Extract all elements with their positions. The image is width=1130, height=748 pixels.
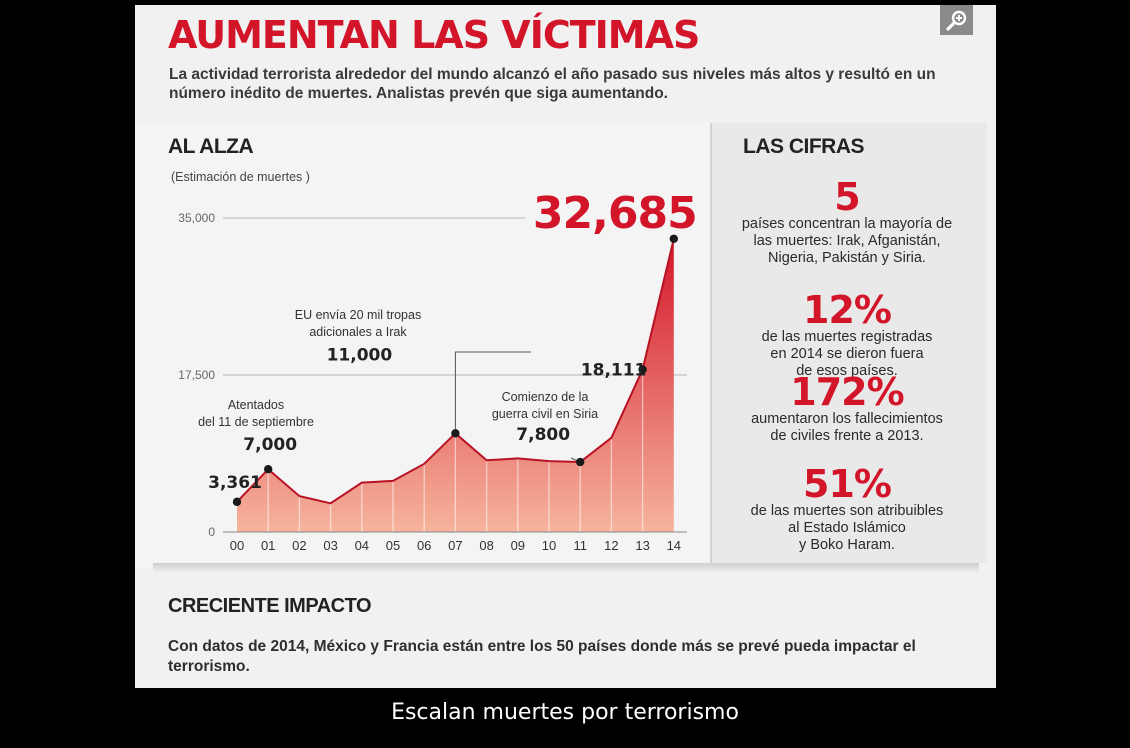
chart-subtitle: (Estimación de muertes ) [171,170,310,184]
data-point [264,465,273,474]
facts-title: LAS CIFRAS [743,135,865,158]
data-label: 3,361 [208,473,262,493]
annotation-line: EU envía 20 mil tropas [295,308,421,322]
x-tick-label: 07 [448,538,462,553]
fact-text-line: las muertes: Irak, Afganistán, [753,233,941,249]
annotation-line: Atentados [228,398,284,412]
page-subtitle: La actividad terrorista alrededor del mu… [169,66,936,102]
impact-title: CRECIENTE IMPACTO [168,595,372,617]
data-point [638,365,647,374]
fact-text-line: países concentran la mayoría de [741,216,953,232]
annotation-line: del 11 de septiembre [198,415,314,429]
x-tick-label: 02 [292,538,306,553]
fact-value: 5 [834,175,860,219]
fact-text-line: de esos países. [796,363,898,379]
annotation-line: adicionales a Irak [309,325,407,339]
y-tick-label: 17,500 [178,368,215,382]
x-tick-label: 05 [386,538,400,553]
fact-item: 5 países concentran la mayoría de las muer… [712,178,982,267]
area-chart-svg: AL ALZA (Estimación de muertes ) 0 17,500 35… [168,135,698,553]
fact-value: 51% [803,462,892,506]
fact-text-line: aumentaron los fallecimientos [751,411,943,427]
deaths-chart: AL ALZA (Estimación de muertes ) 0 17,500 35… [135,123,710,568]
fact-item: 12% de las muertes registradas en 2014 se … [712,291,982,380]
x-tick-label: 11 [573,538,587,553]
x-tick-label: 12 [604,538,618,553]
annotation-line: guerra civil en Siria [492,407,598,421]
x-tick-label: 08 [479,538,493,553]
data-label: 32,685 [533,188,697,239]
fact-text-line: Nigeria, Pakistán y Siria. [768,250,926,266]
chart-title: AL ALZA [168,135,253,158]
facts-panel: LAS CIFRAS 5 países concentran la mayoría… [710,123,987,563]
fact-text-line: de las muertes registradas [761,329,933,345]
x-tick-label: 01 [261,538,275,553]
fact-text-line: de las muertes son atribuibles [750,503,944,519]
data-label: 11,000 [327,345,393,365]
data-point [576,457,585,467]
zoom-in-icon [945,10,966,31]
x-tick-label: 06 [417,538,431,553]
y-tick-label: 0 [208,525,215,539]
impact-body: Con datos de 2014, México y Francia está… [168,638,916,675]
fact-text-line: y Boko Haram. [799,537,895,553]
data-label: 7,800 [516,425,570,445]
section-divider [153,563,979,573]
data-label: 7,000 [243,435,297,455]
data-label: 18,111 [581,361,647,381]
leader-line [454,351,531,434]
image-caption: Escalan muertes por terrorismo [391,700,739,725]
x-tick-label: 13 [635,538,649,553]
y-tick-label: 35,000 [178,211,215,225]
fact-text-line: en 2014 se dieron fuera [770,346,924,362]
fact-text-line: de civiles frente a 2013. [770,428,924,444]
page-title: AUMENTAN LAS VÍCTIMAS [168,13,700,57]
x-tick-label: 03 [323,538,337,553]
fact-text-line: al Estado Islámico [788,520,906,536]
x-tick-label: 14 [667,538,681,553]
fact-item: 172% aumentaron los fallecimientos de civi… [712,373,982,445]
x-tick-label: 09 [511,538,525,553]
fact-item: 51% de las muertes son atribuibles al Esta… [712,465,982,554]
zoom-button[interactable] [940,5,973,35]
x-tick-label: 10 [542,538,556,553]
x-tick-label: 04 [355,538,369,553]
data-point [232,497,242,507]
x-tick-label: 00 [230,538,244,553]
annotation-line: Comienzo de la [502,390,589,404]
fact-value: 12% [803,288,892,332]
fact-value: 172% [790,370,904,414]
infographic-card: AUMENTAN LAS VÍCTIMAS La actividad terro… [135,5,996,688]
data-point [669,234,678,243]
data-point [451,429,460,438]
